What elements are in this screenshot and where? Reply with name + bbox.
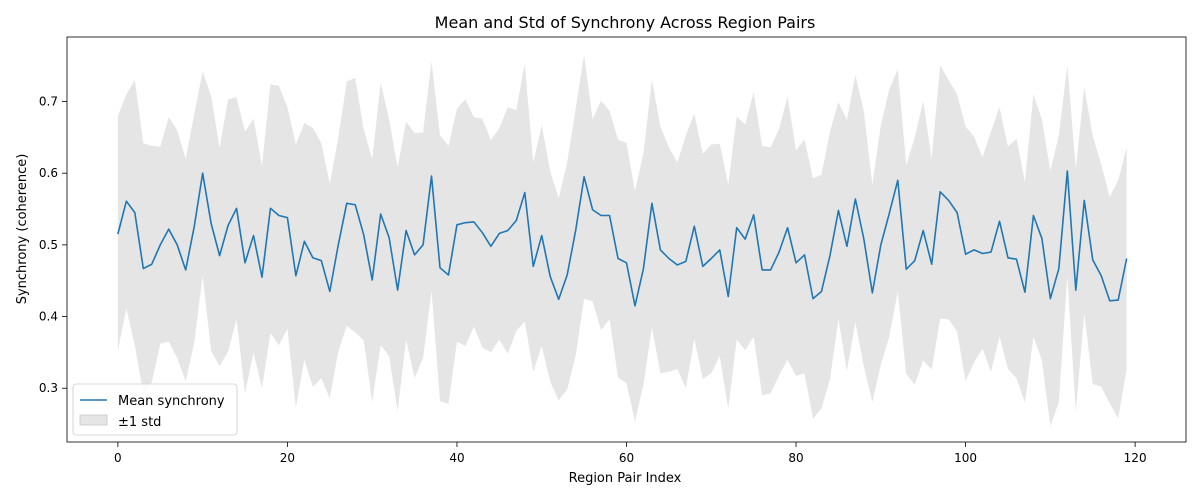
legend-box [72, 383, 238, 436]
legend: Mean synchrony ±1 std [72, 383, 238, 436]
x-tick-label: 80 [788, 451, 803, 465]
legend-label-mean: Mean synchrony [118, 394, 225, 409]
y-tick-label: 0.3 [39, 381, 58, 395]
x-tick-label: 60 [619, 451, 634, 465]
x-tick-label: 120 [1124, 451, 1147, 465]
x-axis-ticks: 0 20 40 60 80 100 120 [114, 442, 1147, 465]
y-axis-label: Synchrony (coherence) [15, 154, 30, 305]
mean-line [117, 170, 1128, 307]
legend-label-std: ±1 std [118, 415, 161, 430]
std-band [117, 54, 1127, 427]
y-axis-ticks: 0.3 0.4 0.5 0.6 0.7 [39, 95, 67, 395]
x-tick-label: 100 [954, 451, 977, 465]
y-tick-label: 0.6 [39, 166, 58, 180]
plot-area [117, 54, 1128, 427]
x-tick-label: 20 [280, 451, 295, 465]
legend-band-swatch [79, 414, 108, 426]
x-tick-label: 40 [449, 451, 464, 465]
y-tick-label: 0.5 [39, 238, 58, 252]
y-tick-label: 0.7 [39, 95, 58, 109]
y-tick-label: 0.4 [39, 310, 58, 324]
x-tick-label: 0 [114, 451, 122, 465]
chart-title: Mean and Std of Synchrony Across Region … [435, 13, 816, 32]
x-axis-label: Region Pair Index [569, 471, 682, 486]
